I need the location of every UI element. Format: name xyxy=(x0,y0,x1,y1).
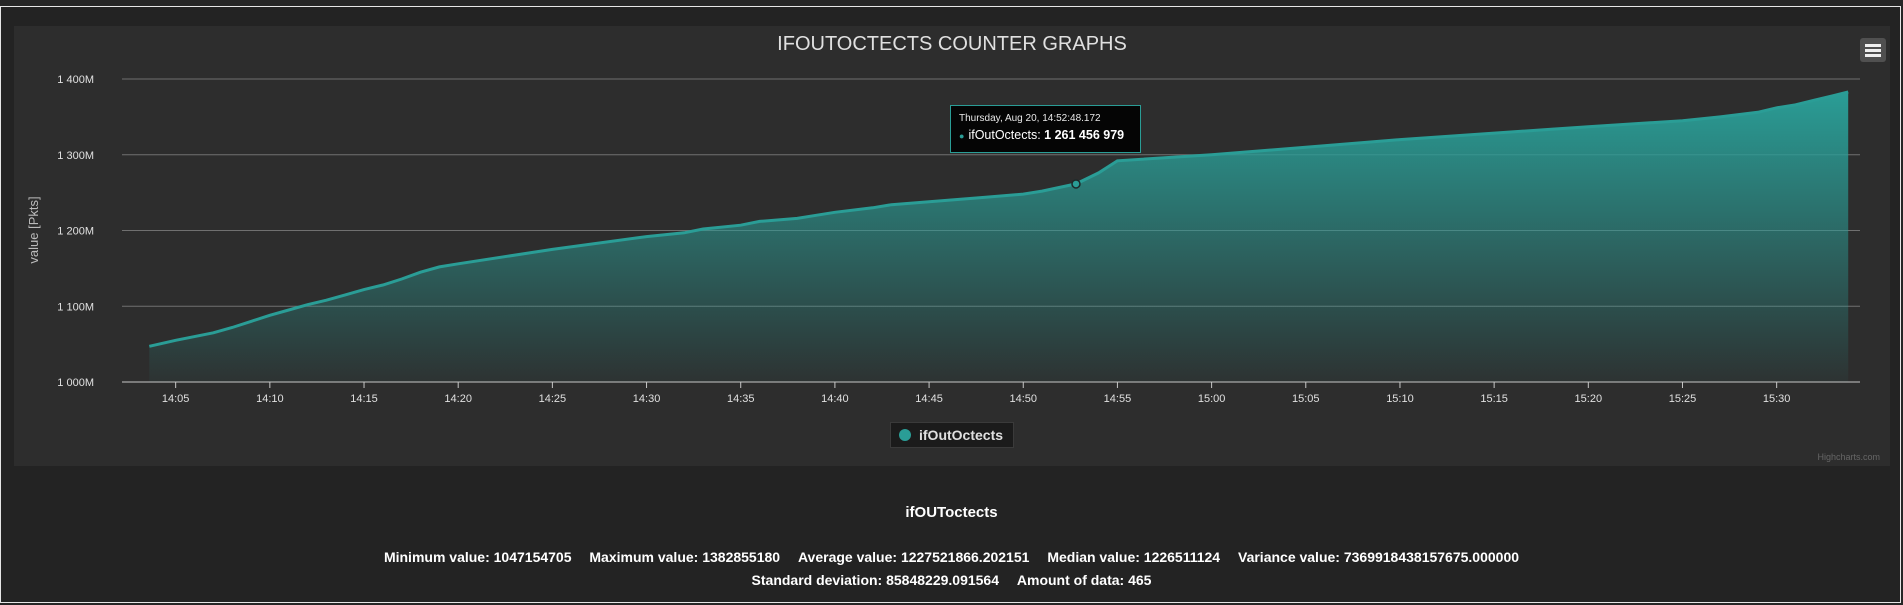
y-tick-label: 1 400M xyxy=(57,74,94,86)
tooltip-series-dot: ● xyxy=(959,131,965,141)
y-tick-label: 1 000M xyxy=(57,377,94,389)
hamburger-menu-icon-bar xyxy=(1865,49,1881,52)
y-tick-label: 1 100M xyxy=(57,301,94,313)
x-tick-label: 15:15 xyxy=(1480,393,1508,405)
chart-tooltip: Thursday, Aug 20, 14:52:48.172 ● ifOutOct… xyxy=(950,105,1141,153)
x-tick-label: 14:15 xyxy=(350,393,378,405)
stat-average: Average value: 1227521866.202151 xyxy=(797,549,1030,565)
x-tick-label: 15:30 xyxy=(1763,393,1791,405)
hamburger-menu-icon xyxy=(1865,44,1881,47)
y-tick-label: 1 300M xyxy=(57,150,94,162)
tooltip-value: 1 261 456 979 xyxy=(1044,128,1125,142)
x-tick-label: 15:10 xyxy=(1386,393,1414,405)
x-tick-label: 15:00 xyxy=(1198,393,1226,405)
legend-marker xyxy=(899,429,911,441)
chart-menu-button[interactable] xyxy=(1860,38,1886,62)
stats-title: ifOUToctects xyxy=(905,504,998,521)
x-tick-label: 14:55 xyxy=(1104,393,1132,405)
x-tick-label: 14:10 xyxy=(256,393,284,405)
tooltip-date: Thursday, Aug 20, 14:52:48.172 xyxy=(959,113,1101,124)
x-tick-label: 14:20 xyxy=(444,393,472,405)
x-tick-label: 14:25 xyxy=(539,393,567,405)
stat-maximum: Maximum value: 1382855180 xyxy=(589,549,781,565)
x-tick-label: 14:50 xyxy=(1009,393,1037,405)
credits-link[interactable]: Highcharts.com xyxy=(1817,452,1880,462)
stat-amount: Amount of data: 465 xyxy=(1016,572,1152,588)
x-tick-label: 15:25 xyxy=(1669,393,1697,405)
stat-std-dev: Standard deviation: 85848229.091564 xyxy=(751,572,999,588)
y-tick-label: 1 200M xyxy=(57,226,94,238)
hovered-data-point[interactable] xyxy=(1071,179,1081,189)
stat-minimum: Minimum value: 1047154705 xyxy=(383,549,572,565)
stat-median: Median value: 1226511124 xyxy=(1047,549,1221,565)
page-frame: IFOUTOCTECTS COUNTER GRAPHS value [Pkts]… xyxy=(0,6,1901,603)
y-axis-label: value [Pkts] xyxy=(26,196,41,263)
x-tick-label: 14:05 xyxy=(162,393,190,405)
series-area xyxy=(149,92,1849,382)
stats-line-2: Standard deviation: 85848229.091564 Amou… xyxy=(1,572,1902,588)
legend-item-ifoutoctects[interactable]: ifOutOctects xyxy=(890,422,1015,448)
stats-line-1: Minimum value: 1047154705 Maximum value:… xyxy=(1,549,1902,565)
legend-label: ifOutOctects xyxy=(919,427,1004,443)
x-tick-label: 14:45 xyxy=(915,393,943,405)
hamburger-menu-icon-bar xyxy=(1865,54,1881,57)
stat-variance: Variance value: 7369918438157675.000000 xyxy=(1238,549,1520,565)
x-tick-label: 15:20 xyxy=(1575,393,1603,405)
x-tick-label: 14:40 xyxy=(821,393,849,405)
x-tick-label: 15:05 xyxy=(1292,393,1320,405)
chart-svg: IFOUTOCTECTS COUNTER GRAPHS value [Pkts]… xyxy=(26,33,1860,405)
chart-panel: IFOUTOCTECTS COUNTER GRAPHS value [Pkts]… xyxy=(14,26,1890,466)
series-line xyxy=(148,90,1849,348)
x-tick-label: 14:30 xyxy=(633,393,661,405)
chart-title: IFOUTOCTECTS COUNTER GRAPHS xyxy=(777,33,1127,55)
x-tick-label: 14:35 xyxy=(727,393,755,405)
tooltip-row: ● ifOutOctects: 1 261 456 979 xyxy=(959,128,1140,142)
tooltip-series-label: ifOutOctects: xyxy=(968,128,1041,142)
